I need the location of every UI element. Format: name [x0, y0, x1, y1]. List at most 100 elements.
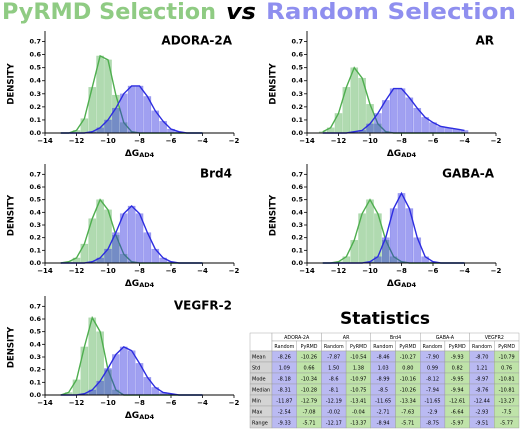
y-tick-label: 0.0 — [29, 129, 41, 137]
x-axis-label-sub: AD4 — [401, 151, 416, 159]
y-tick-label: 0.3 — [29, 353, 41, 361]
y-tick-label: 0.6 — [29, 315, 41, 323]
y-tick-label: 0.1 — [291, 246, 303, 254]
histogram-bar — [127, 85, 136, 134]
histogram-bar — [334, 113, 343, 134]
x-tick-label: −8 — [134, 137, 145, 145]
table-value: -10.16 — [400, 377, 416, 383]
table-subheader: PyRMD — [301, 344, 318, 350]
y-tick-label: 0.6 — [291, 183, 303, 191]
table-value: -12.17 — [326, 421, 342, 427]
histogram-bar — [397, 193, 406, 264]
histogram-bar — [350, 67, 359, 134]
x-tick-label: −6 — [428, 267, 439, 275]
table-value: -10.79 — [499, 355, 515, 361]
x-axis-label: ΔGAD4 — [125, 149, 155, 160]
y-tick-label: 0.4 — [291, 208, 303, 216]
y-tick-label: 0.7 — [291, 38, 303, 46]
table-value: 1.21 — [476, 366, 487, 372]
table-value: -8.26 — [278, 355, 291, 361]
table-row-label: Range — [252, 421, 268, 427]
y-axis-label: DENSITY — [7, 326, 17, 368]
x-axis-label-sub: AD4 — [401, 281, 416, 289]
table-title: Statistics — [340, 309, 430, 329]
y-tick-label: 0.5 — [291, 64, 303, 72]
table-value: -10.28 — [301, 388, 317, 394]
histogram-bar — [88, 87, 97, 134]
table-value: -7.90 — [426, 355, 439, 361]
y-tick-label: 0.2 — [29, 234, 41, 242]
y-tick-label: 0.4 — [291, 77, 303, 85]
table-value: -8.94 — [377, 421, 390, 427]
table-value: -2.9 — [428, 410, 438, 416]
histogram-bar — [350, 239, 359, 264]
table-value: -7.5 — [502, 410, 512, 416]
histogram-bar — [80, 346, 89, 396]
table-value: -10.26 — [301, 355, 317, 361]
table-value: -11.87 — [276, 399, 292, 405]
table-value: 0.80 — [402, 366, 413, 372]
y-tick-label: 0.4 — [29, 77, 41, 85]
y-tick-label: 0.1 — [29, 378, 41, 386]
x-tick-label: −6 — [166, 399, 177, 407]
table-value: 1.03 — [378, 366, 389, 372]
histogram-bar — [135, 85, 144, 134]
table-value: -8.75 — [426, 421, 439, 427]
table-subheader: Random — [423, 344, 443, 350]
table-value: -7.87 — [327, 355, 340, 361]
table-value: -10.81 — [499, 377, 515, 383]
y-tick-label: 0.6 — [29, 183, 41, 191]
title-vs: vs — [226, 0, 256, 25]
y-tick-label: 0.4 — [29, 208, 41, 216]
histogram-bar — [96, 199, 104, 264]
y-tick-label: 0.1 — [291, 116, 303, 124]
y-tick-label: 0.4 — [29, 340, 41, 348]
x-tick-label: −10 — [362, 267, 378, 275]
x-tick-label: −2 — [491, 267, 502, 275]
x-axis-label-main: ΔG — [125, 279, 139, 289]
y-tick-label: 0.3 — [291, 90, 303, 98]
table-value: -7.63 — [401, 410, 414, 416]
table-value: 0.66 — [303, 366, 314, 372]
x-axis-label-sub: AD4 — [139, 413, 154, 421]
y-tick-label: 0.0 — [29, 259, 41, 267]
y-tick-label: 0.3 — [29, 90, 41, 98]
y-tick-label: 0.7 — [29, 170, 41, 178]
x-tick-label: −4 — [197, 267, 208, 275]
table-value: -13.41 — [350, 399, 366, 405]
table-subheader: PyRMD — [399, 344, 416, 350]
table-value: -8.18 — [278, 377, 291, 383]
table-value: -5.97 — [451, 421, 464, 427]
table-row-label: Median — [252, 388, 270, 394]
x-tick-label: −4 — [197, 399, 208, 407]
table-value: -8.1 — [329, 388, 339, 394]
y-axis-label: DENSITY — [7, 194, 17, 236]
x-tick-label: −10 — [100, 137, 116, 145]
table-group-header: Brd4 — [390, 335, 401, 341]
table-value: 0.76 — [501, 366, 512, 372]
table-value: -9.93 — [451, 355, 464, 361]
table-subheader: Random — [274, 344, 294, 350]
x-tick-label: −12 — [69, 267, 85, 275]
x-tick-label: −2 — [229, 267, 240, 275]
histogram-bar — [127, 350, 136, 396]
table-subheader: Random — [472, 344, 492, 350]
table-value: -8.46 — [377, 355, 390, 361]
table-value: -10.75 — [350, 388, 366, 394]
table-value: -2.71 — [377, 410, 390, 416]
panel-title: AR — [475, 34, 494, 48]
x-tick-label: −12 — [69, 399, 85, 407]
table-value: -12.44 — [474, 399, 490, 405]
table-group-header: GABA-A — [436, 335, 455, 341]
title-right: Random Selection — [266, 0, 516, 25]
table-subheader: PyRMD — [449, 344, 466, 350]
table-subheader: PyRMD — [498, 344, 515, 350]
y-tick-label: 0.3 — [29, 221, 41, 229]
histogram-bar — [119, 346, 128, 396]
y-tick-label: 0.5 — [29, 196, 41, 204]
table-value: -11.65 — [424, 399, 440, 405]
table-value: -12.79 — [301, 399, 317, 405]
table-value: -7.94 — [426, 388, 439, 394]
x-tick-label: −4 — [197, 137, 208, 145]
